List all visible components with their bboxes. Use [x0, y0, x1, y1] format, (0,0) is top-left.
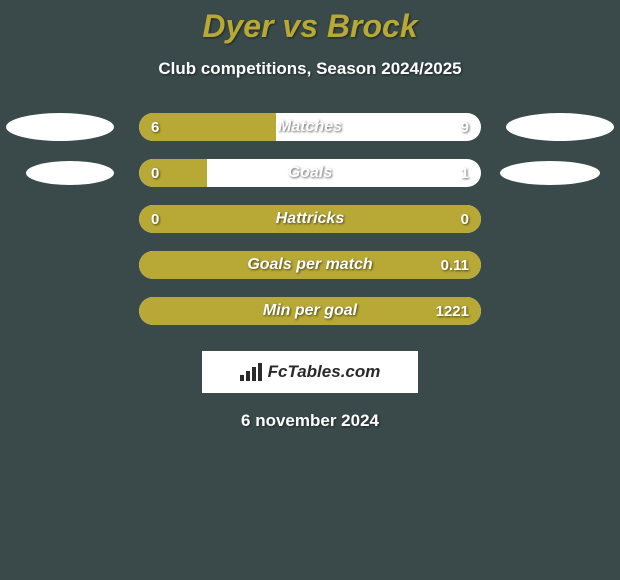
stat-rows-container: 69Matches01Goals00Hattricks0.11Goals per… — [0, 113, 620, 343]
player-right-ellipse — [506, 113, 614, 141]
stat-row: 0.11Goals per match — [0, 251, 620, 297]
stat-right-value: 1221 — [436, 297, 469, 325]
page-subtitle: Club competitions, Season 2024/2025 — [0, 59, 620, 79]
stat-left-value: 0 — [151, 205, 159, 233]
stat-bar: 0.11Goals per match — [139, 251, 481, 279]
stat-row: 69Matches — [0, 113, 620, 159]
stat-bar: 1221Min per goal — [139, 297, 481, 325]
stat-bar-left-fill — [139, 113, 276, 141]
bars-icon — [240, 363, 262, 381]
player-left-ellipse — [6, 113, 114, 141]
stat-bar: 00Hattricks — [139, 205, 481, 233]
stat-left-value: 6 — [151, 113, 159, 141]
stat-right-value: 0.11 — [441, 251, 469, 279]
stat-row: 01Goals — [0, 159, 620, 205]
stat-row: 1221Min per goal — [0, 297, 620, 343]
stat-bar-left-fill — [139, 297, 481, 325]
date-text: 6 november 2024 — [0, 411, 620, 431]
stat-right-value: 0 — [461, 205, 469, 233]
attribution-text: FcTables.com — [240, 362, 381, 382]
page-title: Dyer vs Brock — [0, 8, 620, 45]
player-right-ellipse — [500, 161, 600, 185]
stat-bar-left-fill — [139, 205, 481, 233]
stat-bar: 01Goals — [139, 159, 481, 187]
player-left-ellipse — [26, 161, 114, 185]
comparison-widget: Dyer vs Brock Club competitions, Season … — [0, 0, 620, 431]
stat-bar: 69Matches — [139, 113, 481, 141]
stat-left-value: 0 — [151, 159, 159, 187]
stat-right-value: 9 — [461, 113, 469, 141]
attribution-label: FcTables.com — [268, 362, 381, 382]
attribution-box[interactable]: FcTables.com — [202, 351, 418, 393]
stat-right-value: 1 — [461, 159, 469, 187]
stat-row: 00Hattricks — [0, 205, 620, 251]
stat-bar-left-fill — [139, 251, 481, 279]
stat-bar-left-fill — [139, 159, 207, 187]
